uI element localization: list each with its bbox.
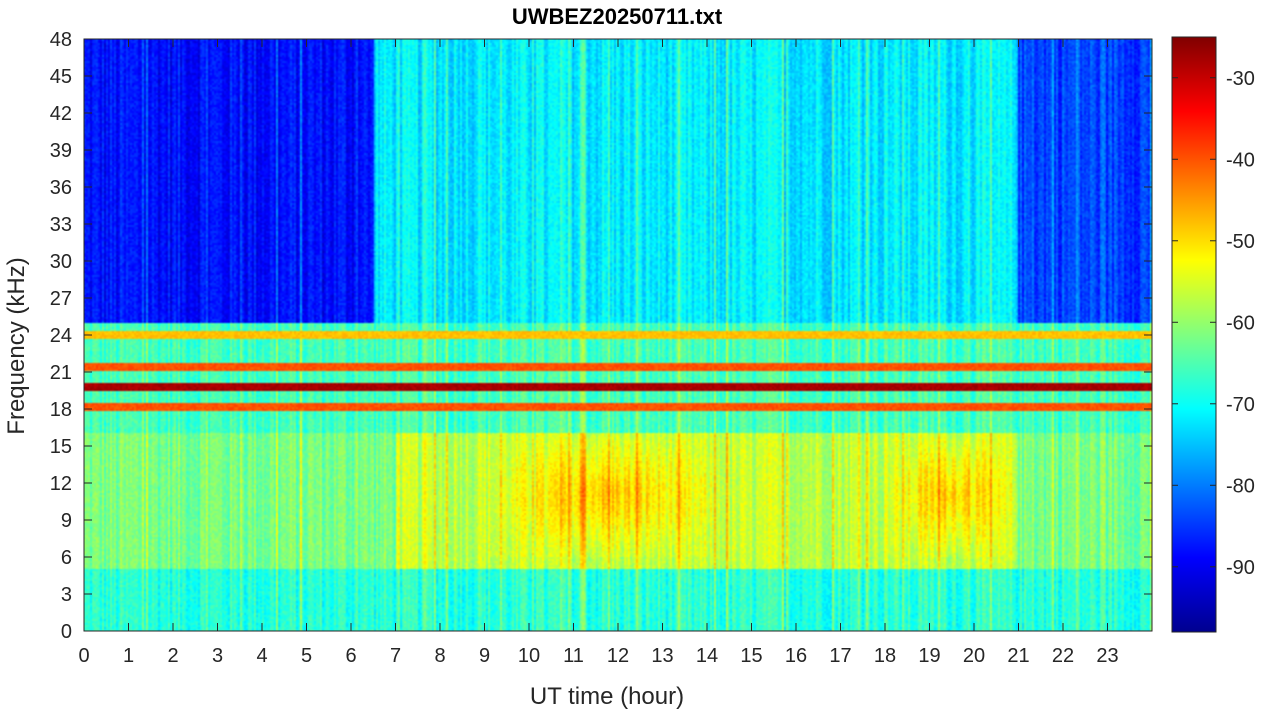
colorbar-tick-label: -70 [1226,394,1255,416]
x-tick-label: 9 [479,645,490,667]
x-tick-label: 11 [563,645,584,667]
x-tick-label: 0 [78,645,89,667]
x-tick-label: 2 [167,645,178,667]
x-tick-label: 14 [696,645,718,667]
y-tick-label: 24 [50,325,72,347]
heatmap-area [83,38,1153,632]
x-tick-label: 7 [390,645,401,667]
x-tick-label: 6 [345,645,356,667]
y-tick-label: 18 [50,399,72,421]
x-tick-label: 23 [1096,645,1118,667]
x-axis-title: UT time (hour) [530,683,684,710]
x-tick-label: 20 [963,645,985,667]
x-tick-label: 10 [518,645,540,667]
y-tick-label: 36 [50,177,72,199]
x-tick-label: 3 [212,645,223,667]
y-tick-label: 30 [50,251,72,273]
x-tick-label: 22 [1052,645,1074,667]
colorbar-tick-label: -60 [1226,312,1255,334]
x-tick-label: 19 [918,645,940,667]
y-tick-label: 33 [50,214,72,236]
colorbar-tick-label: -90 [1226,557,1255,579]
colorbar-tick-label: -40 [1226,149,1255,171]
x-tick-label: 15 [740,645,762,667]
colorbar: -30 -40 -50 -60 -70 -80 -90 [1171,36,1255,633]
x-tick-label: 5 [301,645,312,667]
colorbar-tick-label: -30 [1226,68,1255,90]
y-tick-label: 48 [50,29,72,51]
y-tick-label: 9 [61,510,72,532]
x-tick-label: 1 [123,645,134,667]
colorbar-ticks: -30 -40 -50 -60 -70 -80 -90 [1172,68,1255,579]
x-tick-label: 8 [434,645,445,667]
y-tick-label: 15 [50,436,72,458]
y-tick-label: 12 [50,473,72,495]
y-tick-label: 3 [61,584,72,606]
x-tick-label: 16 [785,645,807,667]
y-axis-title: Frequency (kHz) [3,257,30,434]
x-tick-label: 21 [1007,645,1029,667]
y-tick-label: 6 [61,547,72,569]
x-tick-label: 12 [607,645,629,667]
x-tick-label: 13 [651,645,673,667]
chart-title: UWBEZ20250711.txt [512,4,723,29]
y-tick-label: 42 [50,103,72,125]
colorbar-tick-label: -50 [1226,231,1255,253]
x-tick-label: 4 [256,645,267,667]
colorbar-gradient [1171,36,1217,633]
y-tick-label: 21 [50,362,72,384]
x-axis: 0 1 2 3 4 5 6 7 8 9 10 11 12 13 14 15 16 17 18 19 20 21 22 23 [78,39,1119,667]
colorbar-tick-label: -80 [1226,475,1255,497]
y-tick-label: 0 [61,621,72,643]
spectrogram-image [84,39,1152,631]
y-tick-label: 45 [50,66,72,88]
y-tick-label: 27 [50,288,72,310]
y-tick-label: 39 [50,140,72,162]
x-tick-label: 18 [874,645,896,667]
x-tick-label: 17 [829,645,851,667]
